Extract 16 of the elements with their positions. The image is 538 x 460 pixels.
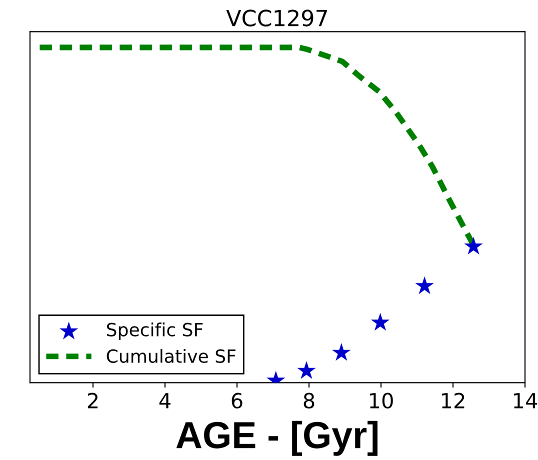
x-tick-label: 4	[159, 393, 170, 408]
point	[370, 312, 390, 331]
point	[464, 236, 483, 255]
x-tick-label: 6	[232, 392, 242, 409]
x-tick-label: 12	[442, 392, 464, 408]
point	[415, 276, 434, 294]
x-tick-label: 10	[370, 392, 393, 409]
point	[297, 361, 316, 379]
point	[332, 343, 351, 361]
legend-label: Specific SF	[107, 322, 203, 340]
x-tick-label: 14	[514, 393, 538, 408]
chart-title: VCC1297	[226, 10, 327, 26]
legend-label: Cumulative SF	[106, 348, 236, 363]
x-axis-title: AGE - [Gyr]	[176, 420, 378, 456]
x-tick-label: 8	[304, 392, 314, 409]
x-tick-label: 2	[88, 392, 98, 408]
